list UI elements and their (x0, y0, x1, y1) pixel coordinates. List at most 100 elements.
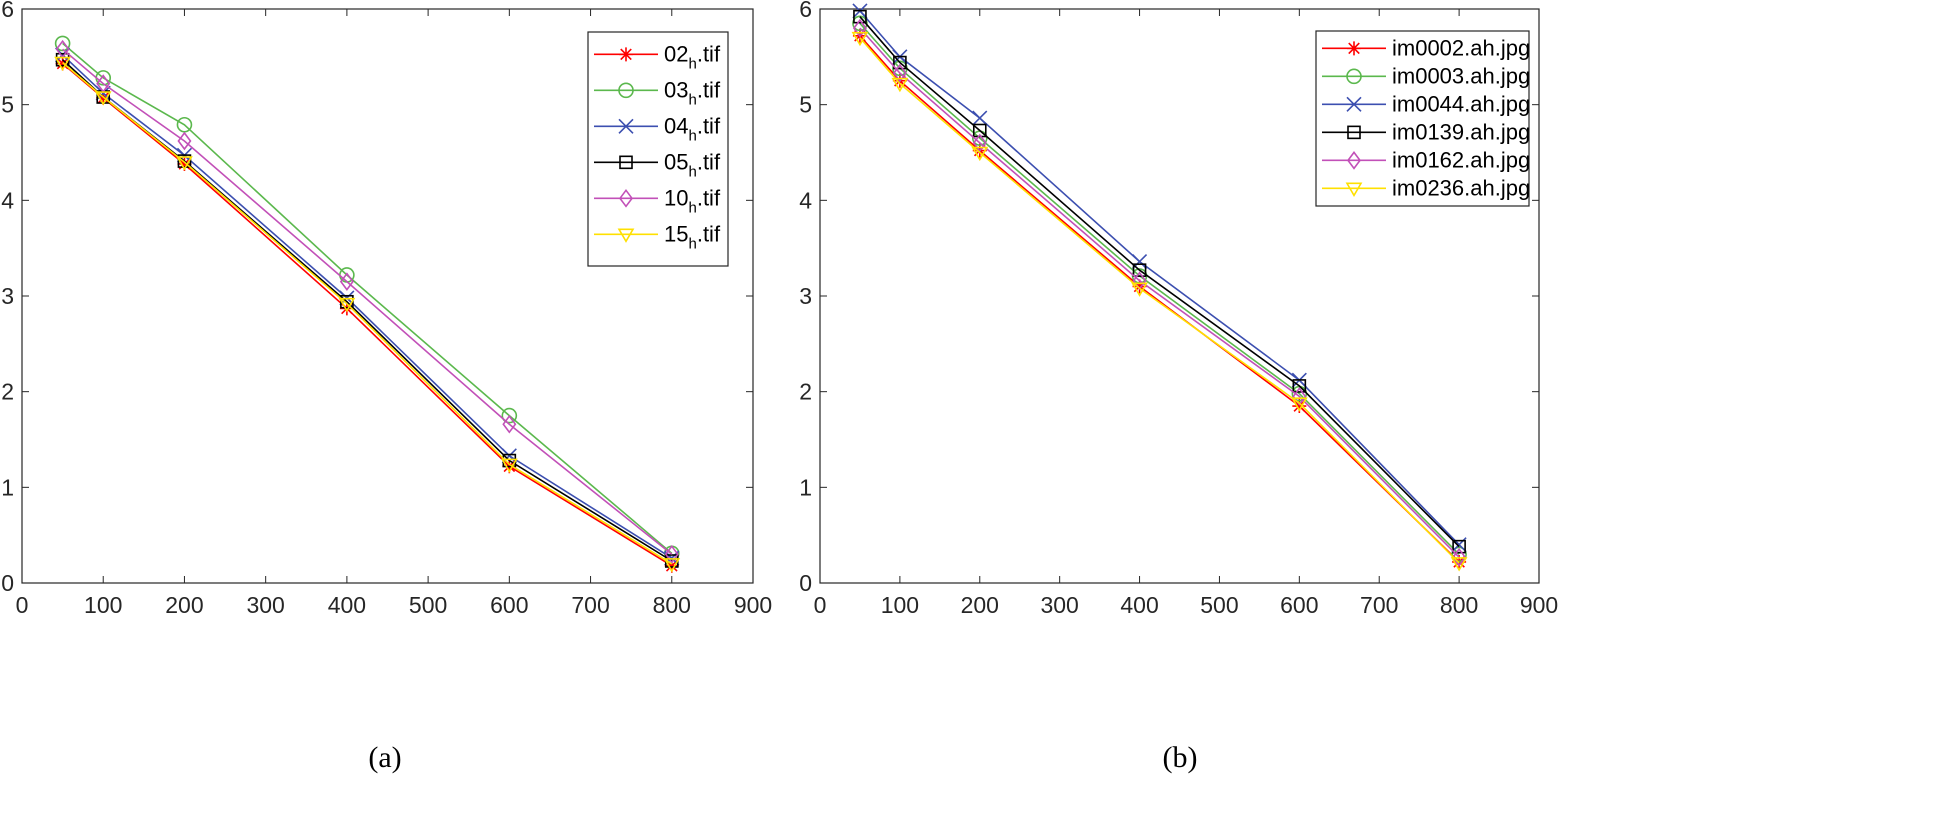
legend-marker (618, 118, 634, 134)
legend-label: 02h.tif (664, 41, 721, 72)
legend-label-sub: h (688, 127, 696, 144)
data-point (664, 544, 679, 564)
data-point (663, 558, 681, 573)
series-line (62, 62, 673, 567)
chart-a: 0 100 200 300 400 500 600 700 800 900012345602h.t… (1, 0, 772, 774)
series-3 (853, 9, 1466, 554)
x-tick-label: 600 (490, 592, 528, 618)
legend-marker (619, 188, 633, 208)
legend-label-name: im0139.ah.jpg (1392, 119, 1530, 144)
legend-label: im0236.ah.jpg (1392, 175, 1530, 200)
legend-label-name: im0002.ah.jpg (1392, 35, 1530, 60)
data-point (972, 133, 987, 153)
legend-label: 15h.tif (664, 221, 721, 252)
x-tick-label: 300 (1040, 592, 1078, 618)
x-tick-label: 200 (165, 592, 203, 618)
data-point (664, 558, 679, 573)
data-point (1451, 546, 1467, 563)
x-tick-label: 400 (1120, 592, 1158, 618)
legend-label-name: im0003.ah.jpg (1392, 63, 1530, 88)
data-point (177, 131, 192, 151)
x-tick-label: 0 (814, 592, 827, 618)
series-line (859, 16, 1460, 548)
data-point (1132, 263, 1147, 277)
data-point (1452, 547, 1467, 567)
data-point (971, 146, 989, 162)
series-line (62, 48, 673, 555)
legend-marker (1347, 151, 1361, 170)
series-line (62, 42, 673, 554)
data-point (95, 85, 111, 101)
series-line (859, 10, 1460, 546)
series-4 (852, 18, 1467, 567)
legend-marker (1347, 125, 1361, 140)
y-tick-label: 1 (799, 474, 812, 500)
x-tick-label: 700 (571, 592, 609, 618)
legend-label: im0044.ah.jpg (1392, 91, 1530, 116)
data-point (1452, 539, 1466, 554)
data-point (893, 55, 907, 70)
x-tick-label: 400 (328, 592, 366, 618)
y-tick-label: 4 (799, 187, 812, 213)
legend-marker (1345, 182, 1363, 197)
y-tick-label: 3 (799, 283, 812, 309)
legend-marker (619, 155, 633, 170)
legend-label-suffix: .tif (697, 113, 721, 138)
legend-marker (1346, 68, 1362, 85)
legend: im0002.ah.jpg im0003.ah.jpg im0044.ah.jpg i… (1315, 30, 1530, 207)
data-point (500, 458, 518, 473)
legend-label-sub: h (688, 235, 696, 252)
data-point (1292, 379, 1307, 393)
data-point (852, 15, 868, 32)
data-point (177, 154, 192, 168)
x-tick-label: 700 (1360, 592, 1398, 618)
y-tick-label: 5 (1, 92, 14, 118)
legend-label-sub: h (688, 199, 696, 216)
x-tick-label: 100 (84, 592, 122, 618)
data-point (502, 414, 517, 434)
chart-b: 0 100 200 300 400 500 600 700 800 900 0 1 2 3 4 5 6 im000… (799, 0, 1558, 774)
x-tick-label: 600 (1280, 592, 1318, 618)
data-point (892, 63, 907, 83)
x-tick-label: 800 (653, 592, 691, 618)
legend-label-name: im0044.ah.jpg (1392, 91, 1530, 116)
x-tick-label: 900 (1520, 592, 1558, 618)
legend-label: im0139.ah.jpg (1392, 119, 1530, 144)
series-line (62, 59, 673, 562)
x-tick-label: 200 (961, 592, 999, 618)
y-tick-label: 2 (799, 379, 812, 405)
legend-label-name: im0236.ah.jpg (1392, 175, 1530, 200)
y-tick-label: 0 (1, 570, 14, 596)
legend-marker (1346, 96, 1362, 112)
legend-label-name: 05 (664, 149, 688, 174)
legend-label: 05h.tif (664, 149, 721, 180)
x-tick-label: 500 (1200, 592, 1238, 618)
data-point (54, 35, 71, 52)
x-tick-label: 500 (409, 592, 447, 618)
legend-label-name: 10 (664, 185, 688, 210)
series-4 (55, 39, 679, 564)
legend-label-sub: h (688, 91, 696, 108)
legend-label-suffix: .tif (697, 41, 721, 66)
legend-label: 03h.tif (664, 77, 721, 108)
series-5 (851, 31, 1468, 572)
series-3 (55, 52, 679, 568)
x-tick-label: 100 (881, 592, 919, 618)
legend-label-sub: h (688, 55, 696, 72)
data-point (54, 56, 72, 72)
data-point (1131, 282, 1148, 297)
y-tick-label: 1 (1, 474, 14, 500)
data-point (1132, 279, 1147, 294)
data-point (501, 407, 518, 424)
data-point (94, 91, 112, 106)
legend-label-suffix: .tif (697, 149, 721, 174)
data-point (972, 123, 987, 138)
legend-label-name: 15 (664, 221, 688, 246)
data-point (1450, 557, 1468, 572)
x-tick-label: 900 (734, 592, 772, 618)
data-point (852, 18, 867, 38)
y-tick-label: 2 (1, 379, 14, 405)
y-tick-label: 3 (1, 283, 14, 309)
legend-label-suffix: .tif (697, 185, 721, 210)
data-point (1292, 387, 1307, 406)
